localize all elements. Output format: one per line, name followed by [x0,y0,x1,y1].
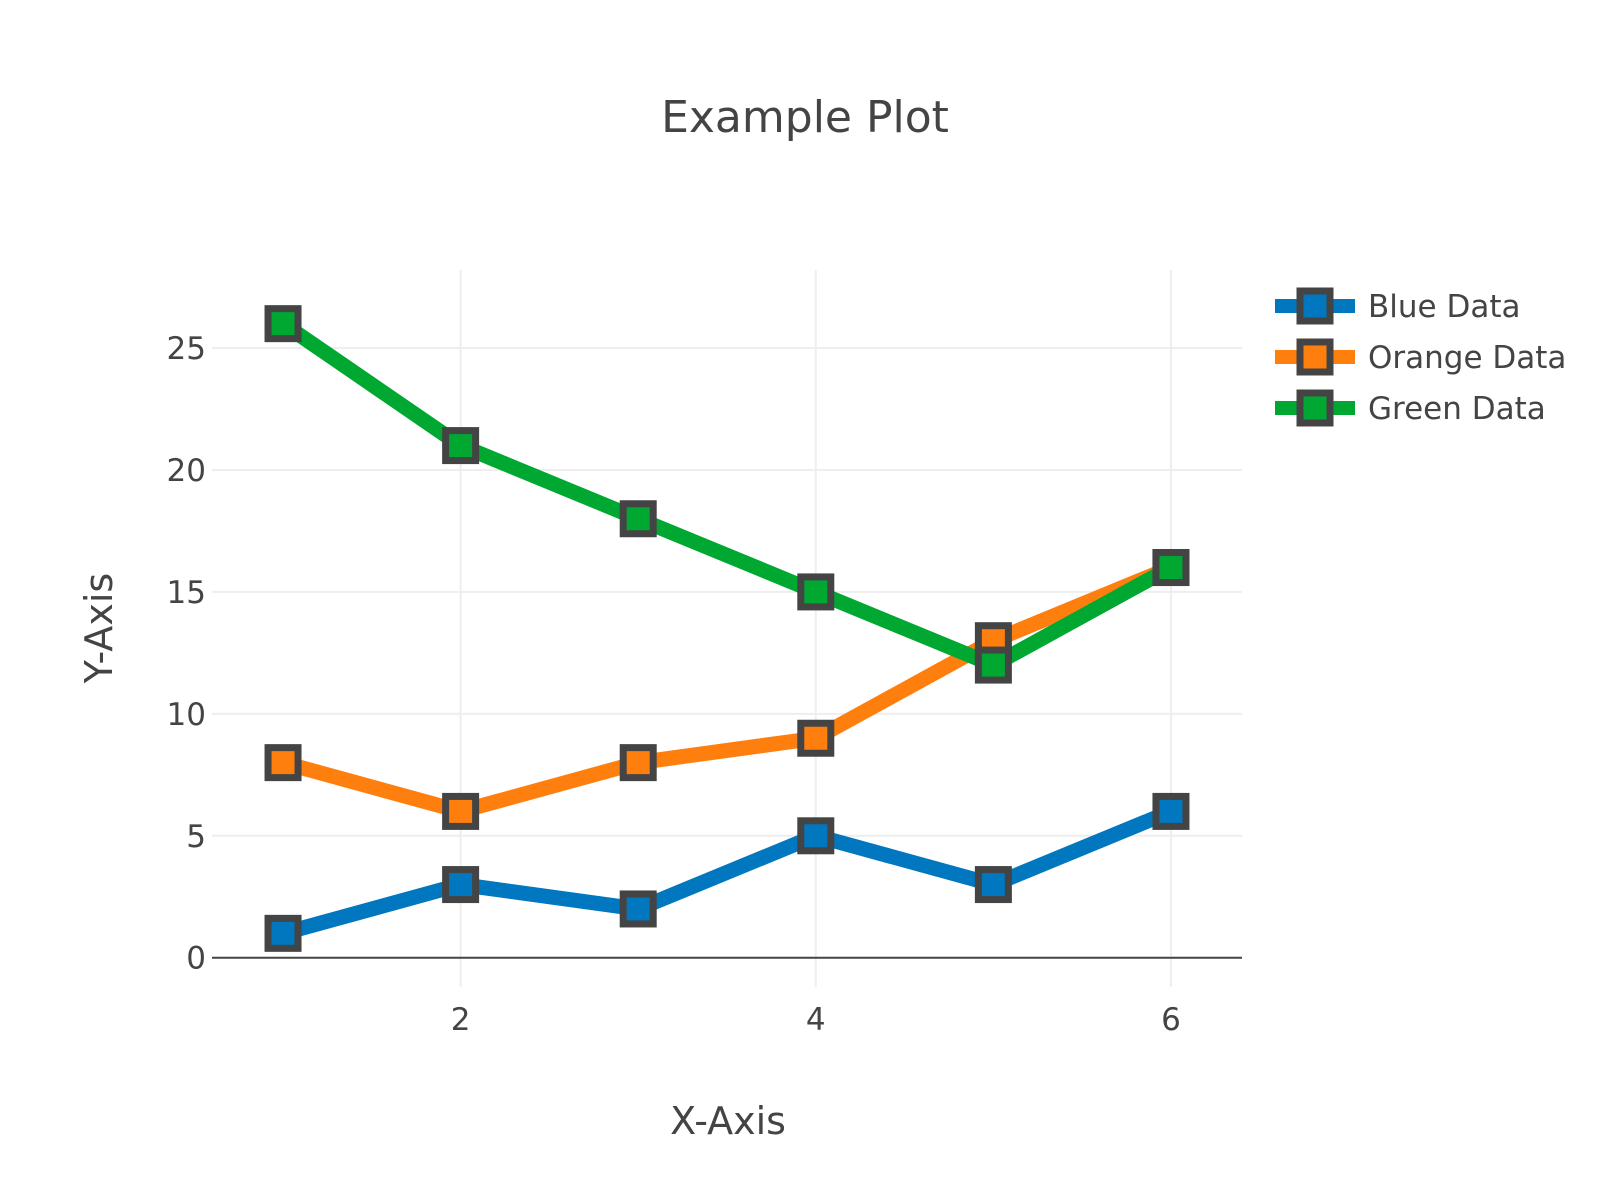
axes: 2 4 6 0 5 10 15 20 25 [167,331,1242,1038]
data-point-marker [264,744,302,782]
legend-marker [1296,338,1334,376]
data-point-marker [974,646,1012,684]
series-line [281,804,1174,941]
y-tick-label: 5 [186,819,206,855]
legend-marker [1296,287,1334,325]
data-point-marker [974,866,1012,904]
y-tick-label: 0 [186,941,206,977]
data-point-marker [442,427,480,465]
x-tick-label: 4 [806,1002,826,1038]
chart-title: Example Plot [661,92,949,143]
data-point-marker [1152,792,1190,830]
x-tick-label: 6 [1161,1002,1181,1038]
x-tick-label: 2 [451,1002,471,1038]
legend-label: Orange Data [1368,340,1566,376]
data-point-marker [619,500,657,538]
x-axis-title: X-Axis [670,1099,786,1143]
series-line [278,317,1175,674]
y-tick-label: 15 [167,575,206,611]
series-lines [278,317,1175,941]
data-point-marker [264,305,302,343]
series-line [281,560,1174,820]
legend-label: Green Data [1368,391,1546,427]
grid-lines [212,270,1242,987]
data-point-marker [797,719,835,757]
data-point-marker [619,744,657,782]
y-tick-label: 25 [167,331,206,367]
data-point-marker [797,573,835,611]
data-point-marker [797,817,835,855]
data-point-marker [264,914,302,952]
legend: Blue Data Orange Data Green Data [1275,287,1566,427]
y-axis-title: Y-Axis [77,573,121,684]
legend-label: Blue Data [1368,289,1520,325]
data-point-marker [442,792,480,830]
data-point-marker [1152,549,1190,587]
series-markers [264,305,1190,952]
data-point-marker [442,866,480,904]
data-point-marker [619,890,657,928]
y-tick-label: 10 [167,697,206,733]
y-tick-label: 20 [167,453,206,489]
legend-marker [1296,389,1334,427]
